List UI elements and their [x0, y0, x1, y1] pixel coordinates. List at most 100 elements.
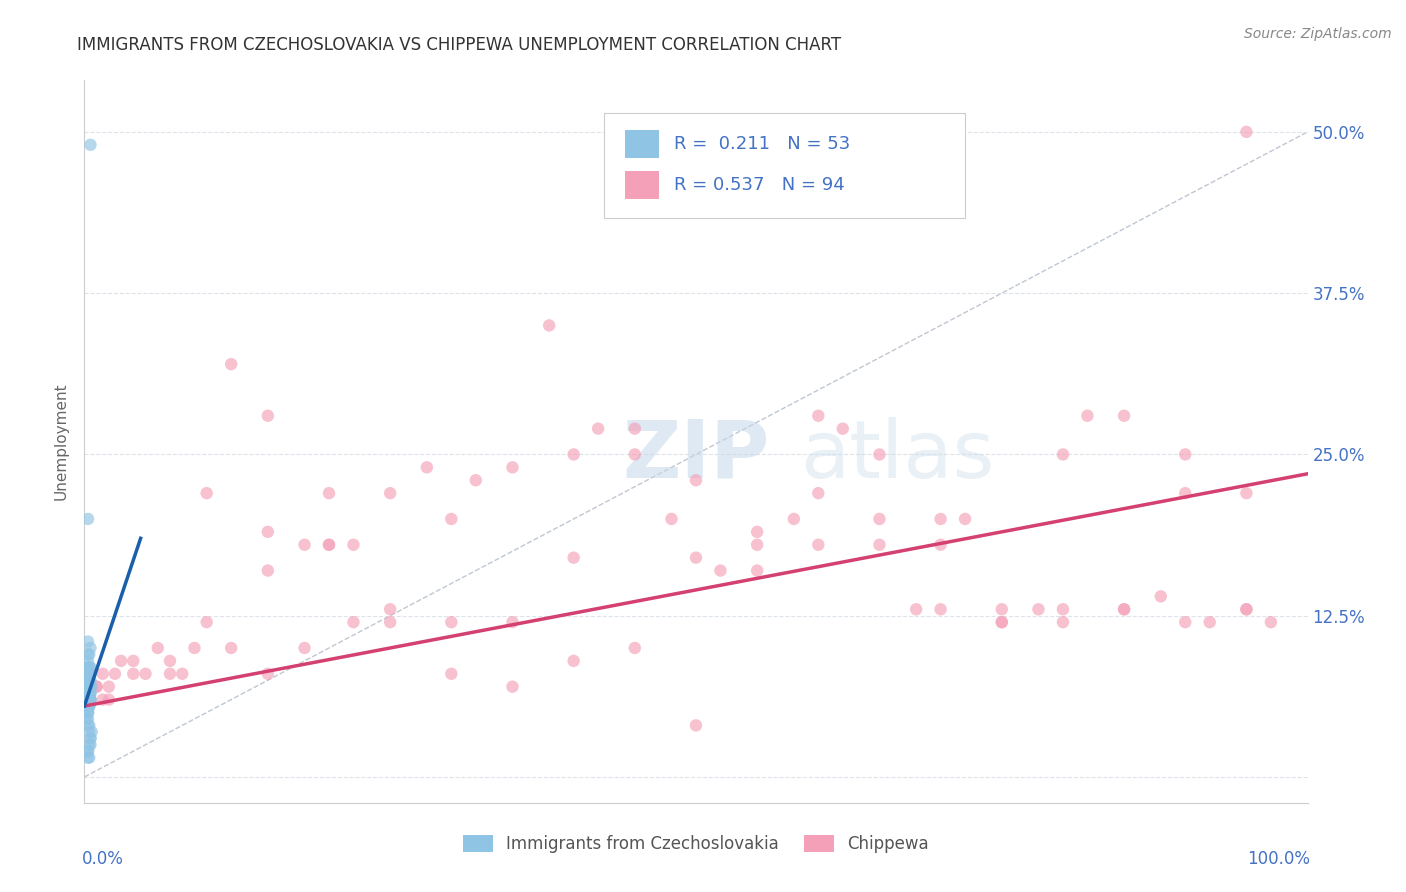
- Point: [77, 750, 100, 764]
- Point: [76, 660, 98, 674]
- Point: [1150, 590, 1173, 604]
- Point: [747, 538, 769, 552]
- Text: ZIP: ZIP: [623, 417, 770, 495]
- Point: [1114, 602, 1136, 616]
- Point: [77, 706, 100, 720]
- Legend: Immigrants from Czechoslovakia, Chippewa: Immigrants from Czechoslovakia, Chippewa: [457, 828, 935, 860]
- Point: [380, 602, 402, 616]
- Point: [502, 615, 524, 630]
- Point: [586, 422, 609, 436]
- Point: [709, 564, 731, 578]
- Point: [79, 660, 101, 674]
- Point: [79, 680, 101, 694]
- Point: [1236, 486, 1258, 500]
- Point: [1236, 125, 1258, 139]
- Point: [929, 602, 952, 616]
- Point: [1174, 486, 1197, 500]
- Point: [869, 512, 891, 526]
- Point: [869, 447, 891, 461]
- Point: [79, 692, 101, 706]
- Point: [991, 615, 1014, 630]
- Point: [294, 640, 316, 655]
- Text: atlas: atlas: [800, 417, 994, 495]
- Point: [1028, 602, 1050, 616]
- Point: [77, 673, 100, 688]
- Point: [79, 686, 101, 700]
- Point: [1198, 615, 1220, 630]
- Point: [257, 409, 280, 423]
- Point: [685, 473, 707, 487]
- Point: [77, 680, 100, 694]
- Point: [79, 731, 101, 746]
- Point: [77, 718, 100, 732]
- Point: [1114, 602, 1136, 616]
- Point: [318, 538, 340, 552]
- Point: [79, 137, 101, 152]
- Point: [294, 538, 316, 552]
- Point: [1260, 615, 1282, 630]
- Point: [905, 602, 928, 616]
- Point: [77, 750, 100, 764]
- Point: [195, 486, 218, 500]
- Point: [1236, 602, 1258, 616]
- Point: [747, 524, 769, 539]
- Point: [807, 486, 830, 500]
- Text: R =  0.211   N = 53: R = 0.211 N = 53: [673, 135, 851, 153]
- Point: [77, 512, 100, 526]
- Point: [79, 686, 101, 700]
- Point: [1174, 447, 1197, 461]
- Point: [257, 524, 280, 539]
- Point: [146, 640, 169, 655]
- Point: [135, 666, 157, 681]
- Point: [97, 680, 120, 694]
- Point: [783, 512, 806, 526]
- Point: [77, 712, 100, 726]
- Point: [77, 699, 100, 714]
- Point: [77, 744, 100, 758]
- Point: [79, 731, 101, 746]
- Point: [502, 460, 524, 475]
- Point: [257, 666, 280, 681]
- Point: [97, 692, 120, 706]
- Point: [77, 718, 100, 732]
- Point: [380, 615, 402, 630]
- Point: [122, 654, 145, 668]
- Point: [77, 680, 100, 694]
- Point: [77, 673, 100, 688]
- Point: [1174, 615, 1197, 630]
- Point: [183, 640, 205, 655]
- Point: [110, 654, 132, 668]
- Point: [624, 447, 647, 461]
- Point: [77, 738, 100, 752]
- Point: [77, 666, 100, 681]
- Text: R = 0.537   N = 94: R = 0.537 N = 94: [673, 176, 845, 194]
- Point: [342, 538, 364, 552]
- Text: 0.0%: 0.0%: [82, 850, 124, 868]
- Point: [80, 724, 103, 739]
- Point: [86, 680, 108, 694]
- Point: [831, 422, 853, 436]
- Point: [77, 699, 100, 714]
- Point: [464, 473, 486, 487]
- Point: [79, 692, 101, 706]
- Point: [159, 654, 181, 668]
- Point: [1052, 447, 1074, 461]
- Point: [77, 706, 100, 720]
- Point: [502, 680, 524, 694]
- Text: Source: ZipAtlas.com: Source: ZipAtlas.com: [1244, 27, 1392, 41]
- Point: [1236, 602, 1258, 616]
- Point: [440, 615, 463, 630]
- Point: [91, 666, 114, 681]
- Point: [77, 654, 100, 668]
- Point: [77, 673, 100, 688]
- Point: [538, 318, 561, 333]
- Point: [257, 564, 280, 578]
- Point: [79, 640, 101, 655]
- Point: [77, 680, 100, 694]
- Point: [77, 660, 100, 674]
- Point: [562, 550, 585, 565]
- Point: [79, 666, 101, 681]
- Point: [77, 666, 100, 681]
- Point: [91, 692, 114, 706]
- Point: [624, 422, 647, 436]
